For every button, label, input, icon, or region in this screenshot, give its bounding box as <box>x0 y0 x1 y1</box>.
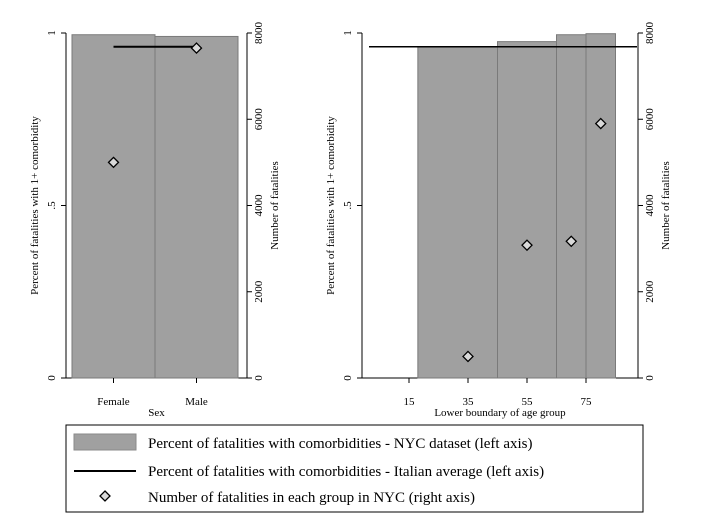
left-tick-label: .5 <box>342 201 354 210</box>
right-tick-label: 4000 <box>253 194 265 217</box>
legend-bar-swatch <box>74 434 136 450</box>
age-bar-0 <box>418 47 498 378</box>
right-axis-label: Number of fatalities <box>660 161 672 250</box>
panel-sex: 0 .5 1 0 2000 4000 6000 8000 Percent of fataliti… <box>29 22 281 420</box>
x-tick-label: Male <box>185 396 208 408</box>
bar-male <box>155 36 238 378</box>
right-axis-label: Number of fatalities <box>269 161 281 250</box>
right-tick-label: 8000 <box>253 22 265 45</box>
age-bar-1 <box>498 42 557 378</box>
right-tick-label: 2000 <box>253 280 265 303</box>
right-tick-label: 2000 <box>644 280 656 303</box>
right-tick-label: 0 <box>253 375 265 381</box>
legend-label-nyc-bars: Percent of fatalities with comorbidities… <box>148 436 532 452</box>
x-tick-label: Female <box>97 396 129 408</box>
left-axis-label: Percent of fatalities with 1+ comorbidit… <box>325 116 337 295</box>
right-tick-label: 0 <box>644 375 656 381</box>
right-tick-label: 8000 <box>644 22 656 45</box>
x-tick-label: 75 <box>581 396 593 408</box>
left-tick-label: 0 <box>46 375 58 381</box>
bar-female <box>72 35 155 378</box>
right-tick-label: 6000 <box>253 108 265 131</box>
left-tick-label: .5 <box>46 201 58 210</box>
x-axis-label: Sex <box>148 407 165 419</box>
right-tick-label: 6000 <box>644 108 656 131</box>
legend-label-fatalities: Number of fatalities in each group in NY… <box>148 490 475 506</box>
panel-age-group: 0 .5 1 0 2000 4000 6000 8000 Percent of fataliti… <box>325 22 672 420</box>
left-tick-label: 1 <box>46 30 58 36</box>
legend: Percent of fatalities with comorbidities… <box>66 425 643 512</box>
age-bar-2 <box>557 35 587 378</box>
left-tick-label: 1 <box>342 30 354 36</box>
x-tick-label: 15 <box>404 396 416 408</box>
age-bar-3 <box>586 34 616 378</box>
x-axis-label: Lower boundary of age group <box>434 407 566 419</box>
left-tick-label: 0 <box>342 375 354 381</box>
left-axis-label: Percent of fatalities with 1+ comorbidit… <box>29 116 41 295</box>
legend-label-italian-average: Percent of fatalities with comorbidities… <box>148 464 544 480</box>
right-tick-label: 4000 <box>644 194 656 217</box>
